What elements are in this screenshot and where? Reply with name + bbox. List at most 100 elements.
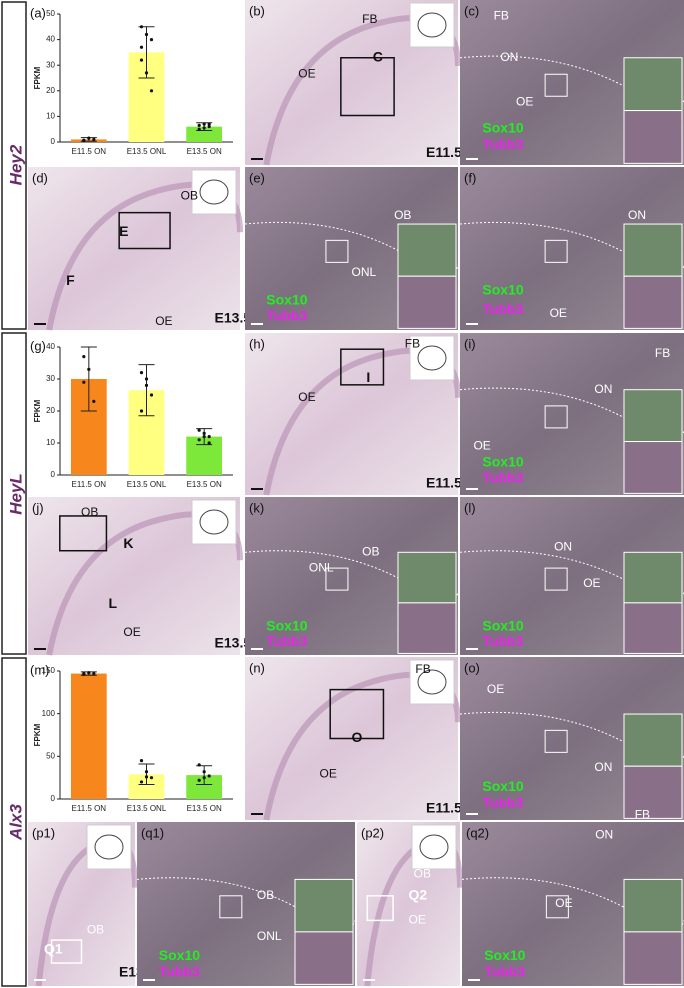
annotation: OB [257, 888, 274, 902]
roi-box [325, 239, 349, 263]
embryo-icon [191, 499, 237, 545]
embryo-icon [409, 335, 455, 381]
panel-label: (p2) [361, 825, 384, 840]
annotation: ON [594, 760, 612, 774]
annotation: FB [362, 12, 377, 26]
y-tick-label: 40 [46, 35, 55, 44]
panel-label: (q2) [466, 825, 489, 840]
panel-label: (e) [249, 170, 265, 185]
annotation: OE [155, 314, 172, 328]
annotation: Sox10 [482, 617, 523, 633]
data-point [202, 776, 206, 780]
panel-label: (l) [464, 500, 476, 515]
data-point [202, 770, 206, 774]
panel-label: (c) [464, 3, 479, 18]
inset [623, 275, 683, 329]
annotation: OE [298, 66, 315, 80]
data-point [87, 367, 91, 371]
annotation: ON [595, 827, 613, 841]
annotation: OB [81, 505, 98, 519]
inset [623, 602, 683, 654]
annotation: ON [554, 540, 572, 554]
data-point [139, 371, 144, 375]
annotation: E13.5 [215, 309, 252, 325]
image-panel: (j) OB K L OE E13.5 [28, 497, 252, 656]
gene-label: Hey2 [6, 144, 25, 185]
roi-box [544, 729, 568, 753]
roi-box [325, 567, 349, 591]
y-tick-label: 40 [46, 342, 55, 351]
annotation: OE [516, 94, 533, 108]
annotation: Sox10 [482, 119, 523, 135]
data-point [92, 671, 96, 676]
inset [397, 223, 457, 277]
annotation: OE [555, 896, 572, 910]
inset [623, 551, 683, 604]
inset [623, 931, 683, 985]
annotation: ONL [257, 929, 282, 943]
inset [623, 57, 683, 112]
image-panel: (p2) OB Q2 OE [357, 822, 463, 987]
data-point [82, 355, 86, 359]
data-point [139, 759, 144, 763]
data-point [197, 123, 201, 127]
data-point [207, 774, 211, 778]
annotation: Tubb3 [482, 301, 523, 317]
embryo-sketch [199, 179, 229, 205]
x-tick-label: E13.5 ONL [127, 480, 167, 489]
annotation: Sox10 [266, 291, 307, 307]
y-tick-label: 20 [46, 86, 55, 95]
annotation: Q1 [44, 941, 63, 957]
annotation: OE [583, 576, 600, 590]
annotation: E11.5 [426, 799, 462, 815]
zoom-box [118, 211, 171, 250]
x-tick-label: E11.5 ON [72, 147, 107, 156]
embryo-sketch [419, 834, 449, 860]
data-point [139, 25, 144, 29]
annotation: FB [494, 9, 509, 23]
image-panel: (f) ON OE Sox10 Tubb3 [459, 167, 684, 330]
panel-label: (n) [249, 660, 265, 675]
y-tick-label: 150 [42, 666, 56, 675]
y-tick-label: 50 [46, 9, 55, 18]
inset [623, 110, 683, 164]
roi-box [544, 73, 568, 97]
data-point [82, 671, 86, 676]
zoom-box [59, 515, 108, 552]
annotation: FB [415, 662, 430, 676]
x-tick-label: E13.5 ONL [127, 804, 167, 813]
annotation: Sox10 [159, 947, 200, 963]
error-bar [138, 763, 155, 785]
embryo-sketch [94, 834, 124, 860]
y-tick-label: 30 [46, 60, 55, 69]
x-tick-label: E13.5 ON [187, 804, 222, 813]
annotation: ONL [309, 560, 334, 574]
annotation: Q2 [409, 887, 428, 903]
x-tick-label: E13.5 ONL [127, 147, 167, 156]
panel-label: (b) [249, 3, 265, 18]
annotation: OB [362, 544, 379, 558]
zoom-box [340, 348, 385, 386]
x-tick-label: E13.5 ON [187, 147, 222, 156]
panel-label: (a) [30, 5, 46, 20]
annotation: OB [414, 867, 431, 881]
embryo-sketch [199, 509, 229, 535]
annotation: OE [320, 767, 337, 781]
data-point [149, 393, 154, 397]
x-tick-label: E11.5 ON [72, 804, 107, 813]
panel-label: (f) [464, 170, 476, 185]
annotation: Tubb3 [484, 964, 525, 980]
annotation: Tubb3 [482, 136, 523, 152]
annotation: Sox10 [482, 282, 523, 298]
inset [623, 223, 683, 277]
inset [294, 878, 354, 933]
annotation: E13.5 [215, 635, 252, 651]
image-panel: (h) FB I OE E11.5 [245, 333, 462, 496]
inset [623, 441, 683, 494]
image-panel: (b) FB OE C E11.5 [245, 0, 462, 166]
